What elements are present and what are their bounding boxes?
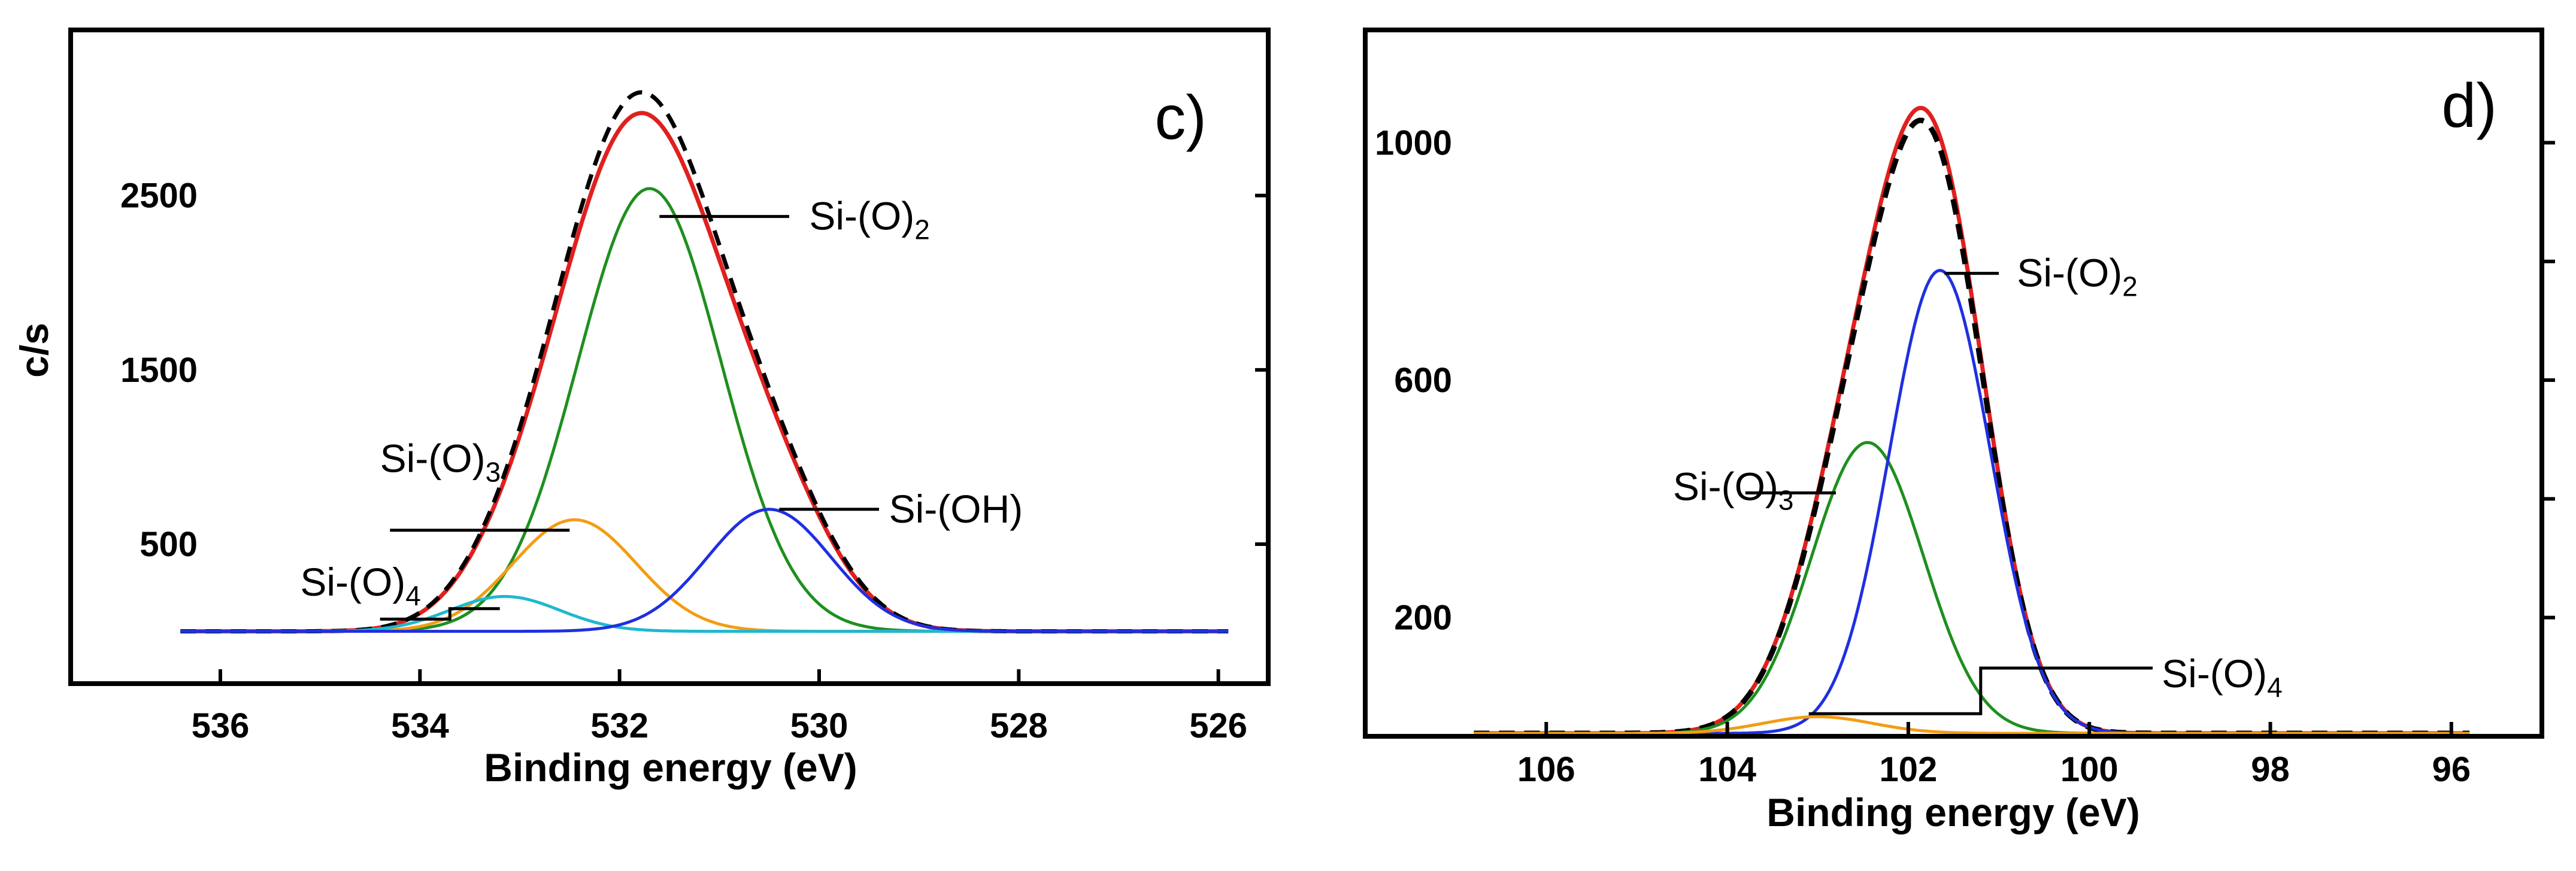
panel-c-annotation-si-oh: Si-(OH) (889, 487, 1023, 531)
panel-c-annotation-si-o-4: Si-(O)4 (300, 560, 421, 611)
panel-d-plot-frame (1363, 28, 2544, 739)
panel-c-annotation-leader (380, 607, 500, 621)
panel-d-annotation-si-o-3: Si-(O)3 (1673, 465, 1794, 516)
panel-d-annotations: Si-(O)2 Si-(O)3 Si-(O)4 (1673, 251, 2283, 715)
panel-c-annotation-si-o-2: Si-(O)2 (809, 194, 930, 245)
panel-d-annotation-si-o-4: Si-(O)4 (2162, 651, 2283, 703)
panel-d-x-tick-label: 106 (1517, 750, 1575, 789)
panel-c: Si-(O)2Si-(O)3Si-(O)4Si-(OH) 536 534 532 53… (12, 28, 1271, 790)
panel-c-x-tick-label: 534 (391, 706, 449, 745)
panel-d-x-tick-label: 102 (1880, 750, 1938, 789)
panel-c-x-tick-label: 526 (1189, 706, 1247, 745)
panel-d-x-tick-label: 96 (2432, 750, 2471, 789)
panel-c-y-tick-label: 1500 (120, 351, 198, 390)
panel-c-plot-frame (68, 28, 1271, 686)
panel-c-y-tick-label: 2500 (120, 177, 198, 216)
panel-d-x-tick-label: 100 (2060, 750, 2119, 789)
panel-c-x-tick-label: 528 (990, 706, 1048, 745)
panel-d-y-tick-label: 1000 (1375, 123, 1452, 162)
panel-d: Si-(O)2 Si-(O)3 Si-(O)4 106 104 102 100 98 96 2… (1363, 28, 2555, 834)
panel-c-y-ticks: 500 1500 2500 (120, 177, 1268, 564)
panel-c-y-axis-title: c/s (12, 323, 56, 378)
panel-c-label: c) (1154, 83, 1207, 153)
panel-d-annotation-si-o-2: Si-(O)2 (2017, 251, 2138, 302)
panel-c-y-tick-label: 500 (140, 525, 198, 564)
panel-d-curve-si-o-4 (1474, 715, 2470, 735)
panel-d-y-ticks: 200 600 1000 (1375, 123, 2555, 638)
panel-d-label: d) (2442, 71, 2497, 141)
panel-c-annotation-si-o-3: Si-(O)3 (380, 436, 501, 487)
panel-c-x-tick-label: 530 (790, 706, 848, 745)
panel-d-x-axis-title: Binding energy (eV) (1766, 790, 2139, 834)
panel-c-x-tick-label: 532 (590, 706, 648, 745)
panel-d-x-ticks: 106 104 102 100 98 96 (1517, 722, 2471, 789)
panel-c-x-ticks: 536 534 532 530 528 526 (192, 669, 1247, 745)
panel-d-annotation-leader (1808, 666, 2153, 715)
panel-d-y-tick-label: 600 (1394, 361, 1452, 400)
panel-d-y-tick-label: 200 (1394, 599, 1452, 638)
panel-c-x-tick-label: 536 (192, 706, 250, 745)
panel-d-x-tick-label: 98 (2251, 750, 2290, 789)
panel-c-annotations: Si-(O)2 Si-(O)3 Si-(O)4 Si-(OH) (300, 194, 1023, 621)
panel-c-curve-si-oh (180, 508, 1229, 633)
panel-d-curves (1474, 105, 2470, 736)
panel-d-x-tick-label: 104 (1698, 750, 1756, 789)
panel-c-x-axis-title: Binding energy (eV) (484, 745, 857, 790)
